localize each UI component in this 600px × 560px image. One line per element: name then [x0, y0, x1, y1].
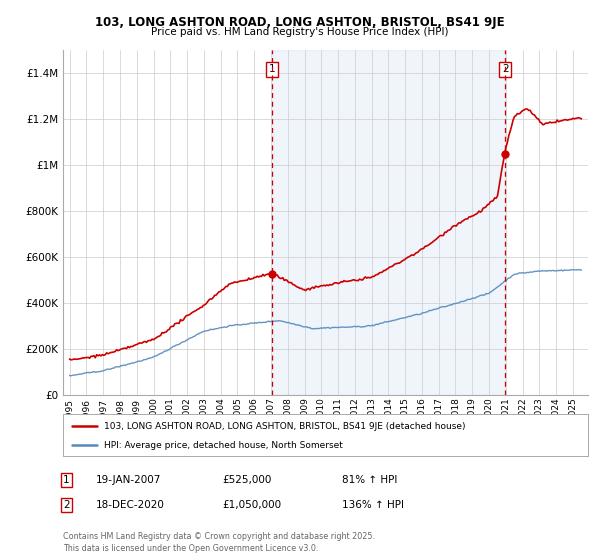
Text: £525,000: £525,000 — [222, 475, 271, 485]
Text: 81% ↑ HPI: 81% ↑ HPI — [342, 475, 397, 485]
Text: HPI: Average price, detached house, North Somerset: HPI: Average price, detached house, Nort… — [104, 441, 343, 450]
Text: 2: 2 — [502, 64, 508, 74]
Text: Contains HM Land Registry data © Crown copyright and database right 2025.
This d: Contains HM Land Registry data © Crown c… — [63, 533, 375, 553]
Text: 136% ↑ HPI: 136% ↑ HPI — [342, 500, 404, 510]
Text: 2: 2 — [63, 500, 70, 510]
Text: 1: 1 — [63, 475, 70, 485]
Text: Price paid vs. HM Land Registry's House Price Index (HPI): Price paid vs. HM Land Registry's House … — [151, 27, 449, 37]
Bar — [272, 50, 505, 395]
Text: 1: 1 — [269, 64, 275, 74]
Text: 18-DEC-2020: 18-DEC-2020 — [96, 500, 165, 510]
Text: 103, LONG ASHTON ROAD, LONG ASHTON, BRISTOL, BS41 9JE: 103, LONG ASHTON ROAD, LONG ASHTON, BRIS… — [95, 16, 505, 29]
Text: £1,050,000: £1,050,000 — [222, 500, 281, 510]
Text: 103, LONG ASHTON ROAD, LONG ASHTON, BRISTOL, BS41 9JE (detached house): 103, LONG ASHTON ROAD, LONG ASHTON, BRIS… — [104, 422, 466, 431]
Text: 19-JAN-2007: 19-JAN-2007 — [96, 475, 161, 485]
